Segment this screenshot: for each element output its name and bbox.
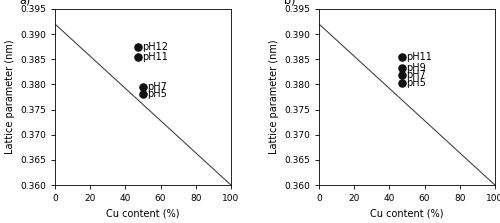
- Text: a): a): [20, 0, 31, 5]
- Text: pH7: pH7: [406, 70, 426, 80]
- Text: pH11: pH11: [406, 52, 432, 62]
- Y-axis label: Lattice parameter (nm): Lattice parameter (nm): [268, 40, 278, 154]
- Point: [398, 81, 406, 85]
- X-axis label: Cu content (%): Cu content (%): [106, 209, 180, 219]
- Point: [134, 55, 141, 58]
- Point: [134, 45, 141, 48]
- Point: [139, 93, 147, 96]
- Text: pH5: pH5: [148, 89, 168, 99]
- Text: b): b): [284, 0, 295, 5]
- Point: [139, 85, 147, 89]
- Text: pH5: pH5: [406, 78, 426, 88]
- Text: pH12: pH12: [142, 42, 168, 52]
- Point: [398, 55, 406, 58]
- Y-axis label: Lattice parameter (nm): Lattice parameter (nm): [4, 40, 15, 154]
- Point: [398, 66, 406, 70]
- Point: [398, 74, 406, 77]
- Text: pH11: pH11: [142, 52, 168, 62]
- Text: pH7: pH7: [148, 82, 168, 92]
- Text: pH9: pH9: [406, 63, 426, 73]
- X-axis label: Cu content (%): Cu content (%): [370, 209, 444, 219]
